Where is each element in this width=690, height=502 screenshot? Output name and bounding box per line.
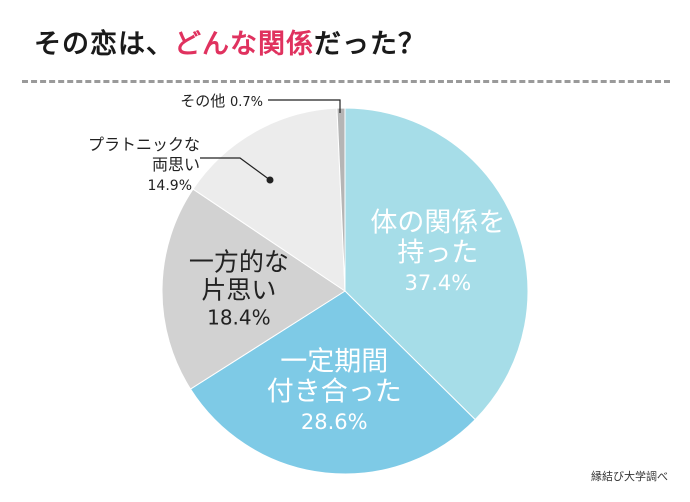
dashed-divider — [22, 80, 670, 83]
slice-label: プラトニックな — [88, 135, 200, 154]
pie-slice — [189, 290, 476, 475]
callout-line — [268, 99, 341, 113]
slice-label: 片思い — [201, 275, 276, 304]
source-note: 縁結び大学調べ — [591, 470, 668, 483]
slice-label: 体の関係を — [370, 207, 505, 238]
pie-slice — [161, 188, 346, 390]
title-suffix: だった？ — [314, 29, 426, 60]
title-highlight: どんな関係 — [174, 29, 314, 60]
slice-label: 付き合った — [267, 377, 402, 408]
slice-label: 両思い — [152, 155, 200, 174]
chart-title: その恋は、どんな関係だった？ — [34, 22, 426, 62]
slice-label: その他 0.7% — [180, 92, 263, 110]
slice-label: 持った — [397, 238, 478, 269]
callout-dot — [266, 176, 274, 184]
pie-slice — [336, 107, 346, 292]
slice-label: 一定期間 — [280, 346, 388, 377]
slice-value: 0.7% — [230, 95, 263, 110]
slice-value: 28.6% — [301, 410, 368, 434]
slice-value: 14.9% — [148, 178, 192, 194]
slice-value: 37.4% — [405, 271, 472, 295]
title-prefix: その恋は、 — [34, 29, 174, 60]
slice-value: 18.4% — [207, 305, 271, 329]
slice-label: 一方的な — [189, 247, 289, 276]
pie-slice — [192, 107, 346, 292]
pie-slice — [344, 107, 529, 421]
callout-line — [200, 157, 271, 181]
